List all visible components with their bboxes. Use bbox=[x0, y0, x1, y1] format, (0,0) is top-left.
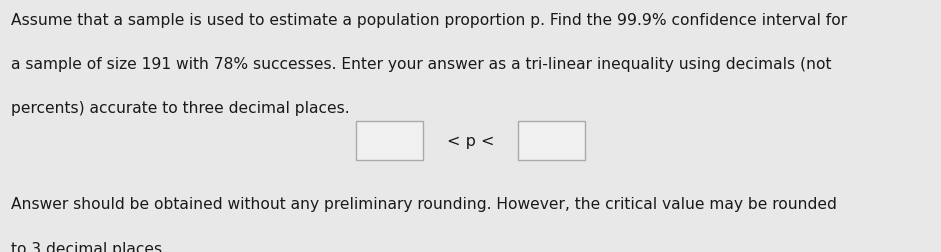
Text: < p <: < p < bbox=[447, 134, 494, 149]
FancyBboxPatch shape bbox=[356, 122, 423, 161]
Text: to 3 decimal places.: to 3 decimal places. bbox=[11, 241, 167, 252]
Text: a sample of size 191 with 78% successes. Enter your answer as a tri-linear inequ: a sample of size 191 with 78% successes.… bbox=[11, 57, 832, 72]
Text: Answer should be obtained without any preliminary rounding. However, the critica: Answer should be obtained without any pr… bbox=[11, 197, 837, 211]
FancyBboxPatch shape bbox=[518, 122, 585, 161]
Text: percents) accurate to three decimal places.: percents) accurate to three decimal plac… bbox=[11, 101, 350, 116]
Text: Assume that a sample is used to estimate a population proportion p. Find the 99.: Assume that a sample is used to estimate… bbox=[11, 13, 848, 27]
